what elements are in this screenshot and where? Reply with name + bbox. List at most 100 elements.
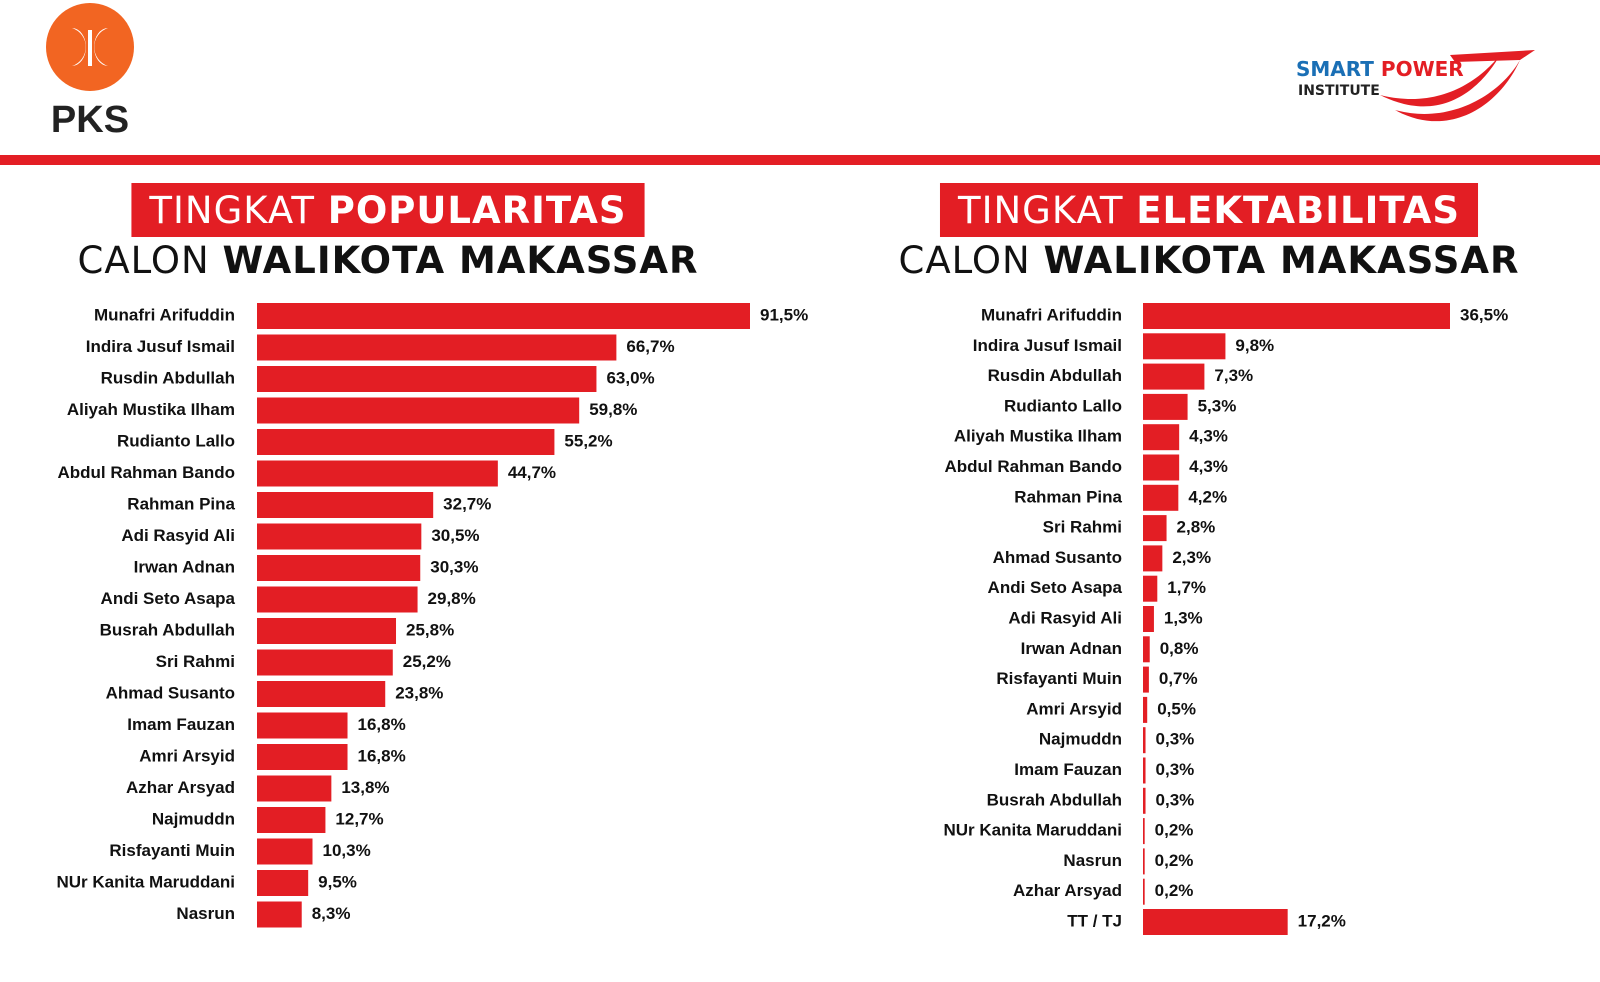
value-label: 0,2% xyxy=(1155,881,1194,900)
pks-logo: PKS xyxy=(46,3,134,141)
title-part: POPULARITAS xyxy=(328,189,627,232)
bar xyxy=(257,681,386,707)
bar xyxy=(1143,909,1288,935)
category-label: Munafri Arifuddin xyxy=(981,305,1122,324)
logo-stem xyxy=(88,30,92,66)
category-label: Sri Rahmi xyxy=(1043,518,1122,537)
chart-subtitle: CALON WALIKOTA MAKASSAR xyxy=(898,239,1519,282)
category-label: Rusdin Abdullah xyxy=(101,368,235,387)
value-label: 91,5% xyxy=(760,305,808,324)
value-label: 0,7% xyxy=(1159,669,1198,688)
value-label: 8,3% xyxy=(312,904,351,923)
category-label: Ahmad Susanto xyxy=(106,683,235,702)
bar xyxy=(1143,848,1145,875)
value-label: 32,7% xyxy=(443,494,491,513)
value-label: 2,8% xyxy=(1177,518,1216,537)
value-label: 23,8% xyxy=(395,683,443,702)
bar xyxy=(1143,393,1188,420)
title-box xyxy=(939,183,1479,237)
category-label: Rusdin Abdullah xyxy=(988,366,1122,385)
category-label: Ahmad Susanto xyxy=(993,548,1122,567)
category-label: Abdul Rahman Bando xyxy=(57,463,235,482)
value-label: 2,3% xyxy=(1172,548,1211,567)
logo-swoosh xyxy=(1450,50,1535,62)
chart-title: TINGKAT ELEKTABILITAS xyxy=(957,189,1460,232)
bar xyxy=(1143,545,1163,572)
bar xyxy=(1143,515,1167,542)
value-label: 5,3% xyxy=(1198,396,1237,415)
bar xyxy=(1143,878,1145,905)
category-label: Adi Rasyid Ali xyxy=(121,526,235,545)
value-label: 16,8% xyxy=(358,746,406,765)
title-part: TINGKAT xyxy=(957,189,1124,232)
category-label: NUr Kanita Maruddani xyxy=(56,872,235,891)
value-label: 59,8% xyxy=(589,400,637,419)
category-label: Rudianto Lallo xyxy=(117,431,235,450)
category-label: Nasrun xyxy=(176,904,235,923)
bar xyxy=(257,492,434,518)
category-label: Irwan Adnan xyxy=(134,557,235,576)
category-label: Rudianto Lallo xyxy=(1004,396,1122,415)
bar xyxy=(1143,696,1148,723)
logo-text: PKS xyxy=(51,99,129,141)
bar xyxy=(1143,484,1179,511)
bar xyxy=(257,901,302,928)
chart-title: TINGKAT POPULARITAS xyxy=(148,189,626,232)
bar xyxy=(1143,424,1180,451)
category-label: Najmuddn xyxy=(152,809,235,828)
bar xyxy=(1143,666,1149,693)
category-label: Busrah Abdullah xyxy=(100,620,235,639)
category-label: Andi Seto Asapa xyxy=(988,578,1123,597)
value-label: 0,3% xyxy=(1156,790,1195,809)
bar xyxy=(1143,454,1180,481)
category-label: Abdul Rahman Bando xyxy=(944,457,1122,476)
value-label: 0,5% xyxy=(1157,699,1196,718)
chart-subtitle: CALON WALIKOTA MAKASSAR xyxy=(77,239,698,282)
bar xyxy=(257,397,580,424)
bar xyxy=(1143,757,1146,784)
subtitle-part: WALIKOTA MAKASSAR xyxy=(223,239,699,282)
bar xyxy=(1143,818,1145,845)
spi-logo: SMART POWER INSTITUTE xyxy=(1296,50,1535,122)
value-label: 10,3% xyxy=(322,841,370,860)
logo-word: SMART xyxy=(1296,57,1374,81)
bar xyxy=(257,807,326,833)
title-part: ELEKTABILITAS xyxy=(1136,189,1460,232)
bar xyxy=(1143,363,1205,390)
value-label: 30,3% xyxy=(430,557,478,576)
category-label: Irwan Adnan xyxy=(1021,639,1122,658)
bar xyxy=(1143,727,1146,754)
value-label: 30,5% xyxy=(431,526,479,545)
category-label: Azhar Arsyad xyxy=(126,778,235,797)
bar xyxy=(1143,575,1158,602)
value-label: 9,5% xyxy=(318,872,357,891)
category-label: Aliyah Mustika Ilham xyxy=(954,427,1122,446)
value-label: 9,8% xyxy=(1235,336,1274,355)
value-label: 7,3% xyxy=(1214,366,1253,385)
value-label: 1,3% xyxy=(1164,608,1203,627)
category-label: Munafri Arifuddin xyxy=(94,305,235,324)
value-label: 4,2% xyxy=(1188,487,1227,506)
category-label: Risfayanti Muin xyxy=(109,841,235,860)
bar xyxy=(257,523,422,550)
bar xyxy=(257,460,498,487)
category-label: Andi Seto Asapa xyxy=(101,589,236,608)
bar xyxy=(1143,636,1150,663)
bar xyxy=(257,429,555,455)
category-label: Azhar Arsyad xyxy=(1013,881,1122,900)
category-label: Amri Arsyid xyxy=(139,746,235,765)
value-label: 0,2% xyxy=(1155,851,1194,870)
bar xyxy=(257,303,750,329)
value-label: 1,7% xyxy=(1167,578,1206,597)
value-label: 16,8% xyxy=(358,715,406,734)
value-label: 12,7% xyxy=(335,809,383,828)
value-label: 55,2% xyxy=(564,431,612,450)
category-label: Indira Jusuf Ismail xyxy=(973,336,1122,355)
logo-swoosh xyxy=(1380,55,1500,107)
bar xyxy=(1143,787,1146,814)
bar xyxy=(257,744,348,770)
value-label: 0,3% xyxy=(1156,760,1195,779)
category-label: Najmuddn xyxy=(1039,730,1122,749)
bar xyxy=(257,838,313,865)
